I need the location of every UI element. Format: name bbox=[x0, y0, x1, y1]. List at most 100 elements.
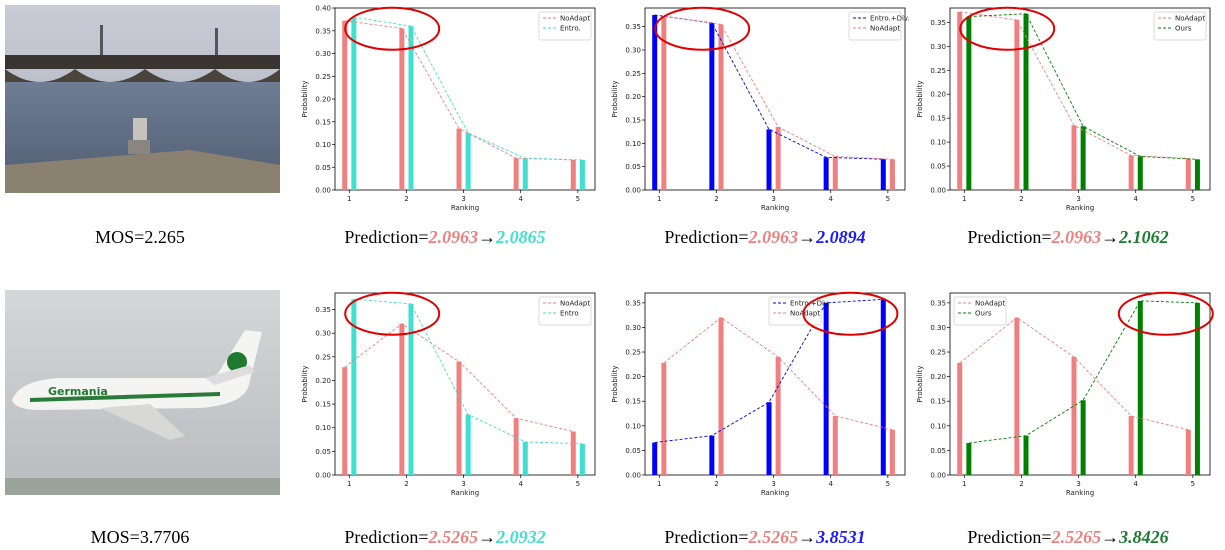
series-line bbox=[654, 298, 884, 443]
bar bbox=[399, 323, 405, 475]
x-tick-label: 5 bbox=[886, 195, 890, 203]
caption-before: 2.0963 bbox=[748, 227, 799, 247]
x-tick-label: 1 bbox=[657, 195, 661, 203]
bar bbox=[456, 361, 462, 475]
x-tick-label: 4 bbox=[518, 195, 523, 203]
y-tick-label: 0.05 bbox=[930, 447, 946, 455]
x-tick-label: 5 bbox=[576, 480, 580, 488]
bar bbox=[1014, 317, 1020, 475]
y-tick-label: 0.00 bbox=[625, 472, 641, 480]
bar bbox=[709, 22, 715, 190]
bar bbox=[1014, 19, 1020, 191]
bar bbox=[1023, 13, 1029, 190]
bar bbox=[832, 415, 838, 475]
caption-before: 2.0963 bbox=[1051, 227, 1102, 247]
y-tick-label: 0.35 bbox=[315, 306, 331, 314]
x-tick-label: 3 bbox=[1076, 480, 1080, 488]
bar bbox=[775, 356, 781, 475]
x-axis-label: Ranking bbox=[1066, 489, 1094, 497]
y-tick-label: 0.00 bbox=[930, 472, 946, 480]
highlight-ring bbox=[344, 6, 441, 51]
y-tick-label: 0.00 bbox=[625, 187, 641, 195]
y-tick-label: 0.10 bbox=[930, 139, 946, 147]
bar bbox=[465, 414, 471, 475]
y-tick-label: 0.30 bbox=[625, 47, 641, 55]
y-tick-label: 0.25 bbox=[930, 67, 946, 75]
y-tick-label: 0.25 bbox=[625, 349, 641, 357]
y-tick-label: 0.35 bbox=[315, 27, 331, 35]
legend-label: Entro bbox=[560, 310, 579, 318]
bar bbox=[832, 156, 838, 190]
series-line bbox=[959, 317, 1189, 431]
legend-box bbox=[953, 296, 1007, 326]
bar bbox=[1137, 156, 1143, 190]
x-tick-label: 1 bbox=[347, 195, 351, 203]
bar bbox=[889, 429, 895, 475]
bar bbox=[709, 435, 715, 475]
bar bbox=[823, 157, 829, 190]
x-tick-label: 2 bbox=[404, 195, 408, 203]
x-tick-label: 4 bbox=[1133, 480, 1138, 488]
x-tick-label: 2 bbox=[404, 480, 408, 488]
caption-arrow: → bbox=[478, 527, 496, 547]
y-tick-label: 0.30 bbox=[315, 330, 331, 338]
caption-prefix: Prediction= bbox=[967, 527, 1051, 547]
x-tick-label: 1 bbox=[347, 480, 351, 488]
bar bbox=[1128, 155, 1134, 190]
x-tick-label: 3 bbox=[461, 480, 465, 488]
bar bbox=[889, 159, 895, 190]
y-tick-label: 0.35 bbox=[930, 299, 946, 307]
y-tick-label: 0.15 bbox=[930, 115, 946, 123]
legend-box bbox=[538, 11, 592, 41]
caption-arrow: → bbox=[1101, 227, 1119, 247]
x-tick-label: 3 bbox=[1076, 195, 1080, 203]
y-tick-label: 0.20 bbox=[930, 373, 946, 381]
series-line bbox=[654, 14, 884, 160]
x-tick-label: 5 bbox=[1191, 195, 1195, 203]
bar bbox=[1080, 126, 1086, 190]
series-line bbox=[663, 15, 893, 160]
x-tick-label: 3 bbox=[771, 480, 775, 488]
x-tick-label: 3 bbox=[461, 195, 465, 203]
bar bbox=[1137, 300, 1143, 475]
x-tick-label: 1 bbox=[657, 480, 661, 488]
series-line bbox=[353, 16, 583, 161]
series-line bbox=[344, 323, 574, 432]
x-tick-label: 2 bbox=[714, 195, 718, 203]
x-tick-label: 5 bbox=[576, 195, 580, 203]
bar bbox=[661, 362, 667, 475]
prediction-caption: Prediction=2.0963→2.0894 bbox=[664, 227, 865, 247]
bar bbox=[513, 418, 519, 475]
legend-label: NoAdapt bbox=[870, 25, 900, 33]
bar bbox=[823, 302, 829, 475]
bar bbox=[1194, 302, 1200, 475]
y-axis-label: Probability bbox=[916, 365, 924, 402]
bar bbox=[661, 16, 667, 191]
bar bbox=[1185, 429, 1191, 475]
y-tick-label: 0.00 bbox=[315, 472, 331, 480]
y-tick-label: 0.10 bbox=[930, 422, 946, 430]
y-tick-label: 0.05 bbox=[315, 448, 331, 456]
bar bbox=[399, 28, 405, 190]
y-tick-label: 0.35 bbox=[930, 19, 946, 27]
legend-box bbox=[538, 296, 592, 326]
y-tick-label: 0.20 bbox=[625, 373, 641, 381]
y-tick-label: 0.20 bbox=[315, 96, 331, 104]
series-line bbox=[663, 317, 893, 431]
bar bbox=[522, 158, 528, 190]
caption-prefix: Prediction= bbox=[967, 227, 1051, 247]
bar bbox=[766, 129, 772, 190]
y-tick-label: 0.20 bbox=[315, 377, 331, 385]
prediction-caption: Prediction=2.5265→3.8531 bbox=[664, 527, 865, 547]
prediction-caption: Prediction=2.0963→2.0865 bbox=[344, 227, 545, 247]
caption-after: 2.1062 bbox=[1118, 227, 1169, 247]
caption-prefix: Prediction= bbox=[344, 227, 428, 247]
y-tick-label: 0.25 bbox=[930, 349, 946, 357]
y-tick-label: 0.30 bbox=[625, 324, 641, 332]
photo-airplane: Germania bbox=[5, 290, 280, 495]
x-tick-label: 1 bbox=[962, 480, 966, 488]
y-tick-label: 0.20 bbox=[930, 91, 946, 99]
highlight-ring bbox=[959, 6, 1056, 51]
bar bbox=[522, 441, 528, 475]
